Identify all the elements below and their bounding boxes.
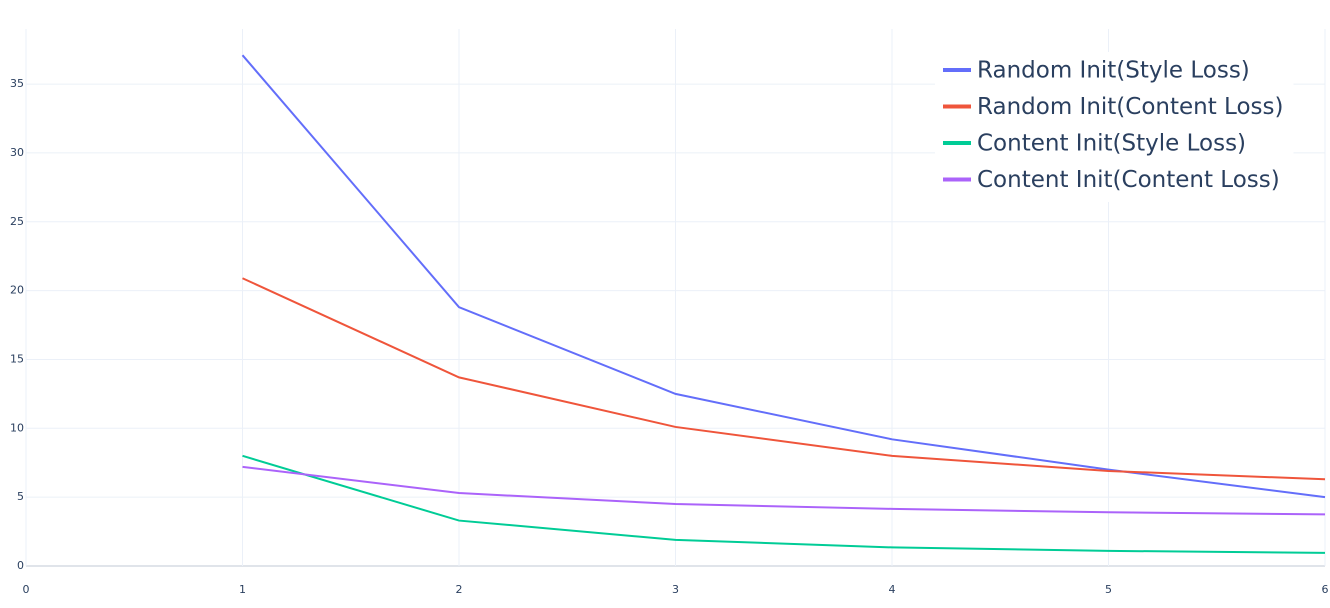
y-tick-label: 0 (17, 559, 24, 572)
x-tick-label: 2 (456, 583, 463, 596)
y-tick-label: 5 (17, 490, 24, 503)
y-tick-label: 25 (10, 215, 24, 228)
y-tick-label: 30 (10, 146, 24, 159)
legend-text: Random Init(Content Loss) (977, 94, 1283, 120)
y-tick-label: 10 (10, 421, 24, 434)
x-tick-label: 5 (1105, 583, 1112, 596)
x-tick-label: 0 (23, 583, 30, 596)
x-tick-label: 6 (1322, 583, 1329, 596)
line-series (242, 465, 1326, 516)
legend-text: Content Init(Style Loss) (977, 131, 1246, 157)
line-series (242, 277, 1326, 481)
y-tick-label: 35 (10, 77, 24, 90)
x-tick-label: 1 (239, 583, 246, 596)
y-tick-label: 20 (10, 284, 24, 297)
legend-text: Random Init(Style Loss) (977, 58, 1250, 84)
legend-box (935, 52, 1294, 202)
x-tick-label: 4 (889, 583, 896, 596)
line-series (242, 454, 1326, 554)
y-tick-label: 15 (10, 352, 24, 365)
legend: Random Init(Style Loss) Random Init(Conte… (935, 52, 1294, 202)
legend-text: Content Init(Content Loss) (977, 167, 1280, 193)
line-series (241, 54, 1326, 499)
x-tick-label: 3 (672, 583, 679, 596)
